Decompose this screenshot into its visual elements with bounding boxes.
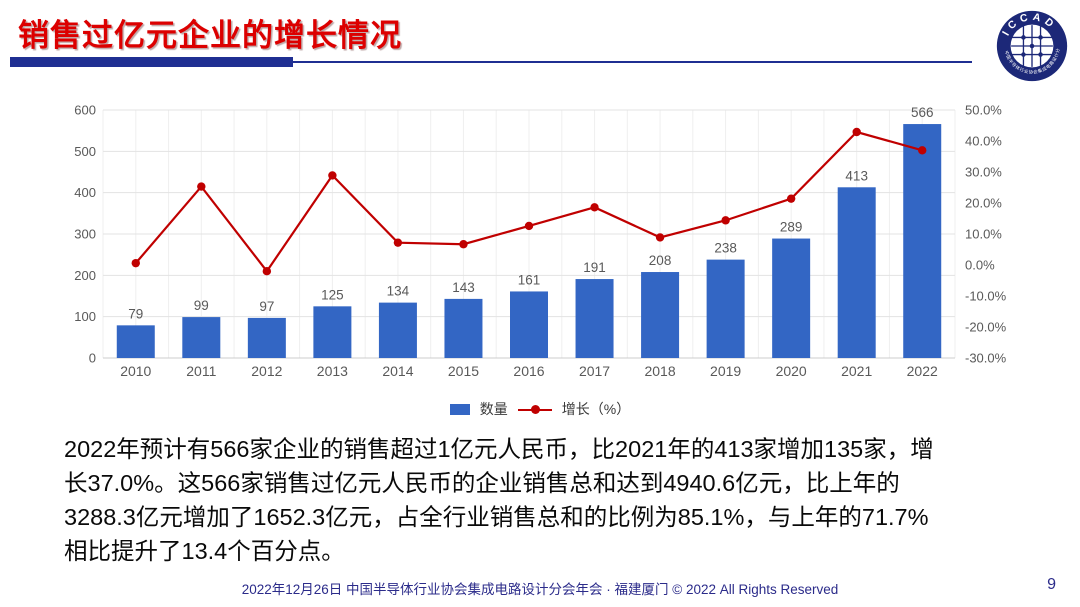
left-axis-label: 500 — [74, 144, 96, 159]
legend-bar-swatch — [449, 403, 470, 415]
bar — [575, 279, 614, 358]
x-axis-label: 2012 — [251, 363, 282, 379]
bar-value-label: 413 — [845, 168, 868, 183]
page-number: 9 — [1047, 576, 1056, 593]
bar — [116, 325, 155, 358]
line-marker — [918, 146, 927, 155]
right-axis-label: 50.0% — [965, 103, 1002, 118]
bar — [706, 259, 745, 358]
bar-value-label: 208 — [649, 253, 672, 268]
x-axis-label: 2020 — [776, 363, 807, 379]
x-axis-label: 2017 — [579, 363, 610, 379]
bar-value-label: 143 — [452, 280, 475, 295]
line-marker — [524, 221, 534, 231]
left-axis-label: 300 — [74, 227, 96, 242]
x-axis-label: 2015 — [448, 363, 479, 379]
right-axis-label: -20.0% — [965, 320, 1007, 335]
line-marker — [262, 267, 272, 276]
horizontal-gridlines: 0 100 200 300 400 500 600 — [74, 103, 955, 366]
bar — [182, 317, 221, 358]
right-axis-labels: 50.0% 40.0% 30.0% 20.0% 10.0% 0.0% -10.0% -20.0… — [965, 103, 1007, 366]
title-underline-thick — [10, 57, 293, 67]
body-paragraph: 2022年预计有566家企业的销售超过1亿元人民币，比2021年的413家增加1… — [64, 432, 1054, 568]
growth-line-markers — [131, 127, 927, 276]
x-axis-label: 2016 — [513, 363, 544, 379]
iccad-logo: ICCAD 中国半导体行业协会集成电路设计分会 — [994, 8, 1068, 82]
bar-value-label: 566 — [911, 105, 934, 120]
x-axis-labels: 2010 2011 2012 2013 2014 2015 2016 2017 2018 2019… — [120, 363, 938, 379]
line-marker — [590, 203, 599, 212]
line-marker — [328, 171, 337, 180]
x-axis-label: 2021 — [841, 363, 872, 379]
legend-line-marker — [517, 404, 552, 415]
left-axis-label: 200 — [74, 268, 96, 283]
combo-chart: 0 100 200 300 400 500 600 50.0% 40.0% 30.0% 20.0% 1… — [74, 103, 1007, 380]
x-axis-label: 2010 — [120, 363, 151, 379]
x-axis-label: 2013 — [317, 363, 348, 379]
line-marker — [852, 127, 861, 137]
bar — [837, 187, 876, 358]
right-axis-label: 30.0% — [965, 165, 1002, 180]
bar-value-label: 191 — [583, 260, 606, 275]
line-marker — [197, 182, 206, 191]
legend-bar-label: 数量 — [479, 401, 508, 417]
line-marker — [131, 258, 140, 268]
line-marker — [459, 240, 468, 249]
line-marker — [721, 216, 730, 225]
title-underline-thin — [293, 61, 972, 63]
right-axis-label: 10.0% — [965, 227, 1002, 242]
bar-value-label: 125 — [321, 287, 344, 302]
bar-value-label: 238 — [714, 241, 737, 256]
bar-value-label: 99 — [194, 298, 209, 313]
left-axis-label: 600 — [74, 103, 96, 118]
right-axis-label: -30.0% — [965, 351, 1007, 366]
footer-text: 2022年12月26日 中国半导体行业协会集成电路设计分会年会 · 福建厦门 ©… — [241, 582, 839, 597]
left-axis-label: 400 — [74, 185, 96, 200]
logo-circuit-grid-icon — [1011, 25, 1053, 67]
line-marker — [393, 238, 403, 247]
chart-legend: 数量 增长（%） — [0, 399, 1080, 419]
x-axis-label: 2014 — [382, 363, 413, 379]
bar — [510, 291, 548, 358]
left-axis-label: 0 — [89, 351, 96, 366]
right-axis-label: 0.0% — [965, 258, 995, 273]
body-line-3: 3288.3亿元增加了1652.3亿元，占全行业销售总和的比例为85.1%，与上… — [64, 504, 929, 530]
bar — [641, 272, 680, 358]
x-axis-label: 2019 — [710, 363, 741, 379]
right-axis-label: 20.0% — [965, 196, 1002, 211]
bar — [772, 238, 811, 358]
logo-circuit-dots-icon — [1021, 35, 1043, 57]
line-marker — [786, 194, 796, 203]
page-title: 销售过亿元企业的增长情况 — [18, 18, 402, 53]
x-axis-label: 2022 — [907, 363, 938, 379]
bar-value-label: 161 — [518, 272, 541, 287]
body-line-1: 2022年预计有566家企业的销售超过1亿元人民币，比2021年的413家增加1… — [64, 436, 934, 462]
line-marker — [655, 233, 665, 242]
right-axis-label: 40.0% — [965, 134, 1002, 149]
right-axis-label: -10.0% — [965, 289, 1007, 304]
left-axis-label: 100 — [74, 309, 96, 324]
bar-value-label: 97 — [259, 299, 274, 314]
bar — [313, 306, 352, 358]
bar — [903, 124, 942, 358]
bar-value-label: 134 — [387, 284, 410, 299]
x-axis-label: 2018 — [644, 363, 675, 379]
body-line-2: 长37.0%。这566家销售过亿元人民币的企业销售总和达到4940.6亿元，比上… — [64, 470, 900, 496]
legend-line-label: 增长（%） — [561, 401, 631, 417]
bar-series: 79 99 97 125 134 143 161 191 208 238 289 413 566 — [116, 105, 942, 358]
bar — [444, 298, 483, 358]
bar-value-label: 79 — [128, 306, 143, 321]
body-line-4: 相比提升了13.4个百分点。 — [64, 538, 345, 564]
bar — [247, 317, 286, 358]
bar — [378, 302, 417, 358]
bar-value-label: 289 — [780, 220, 803, 235]
x-axis-label: 2011 — [186, 363, 216, 379]
